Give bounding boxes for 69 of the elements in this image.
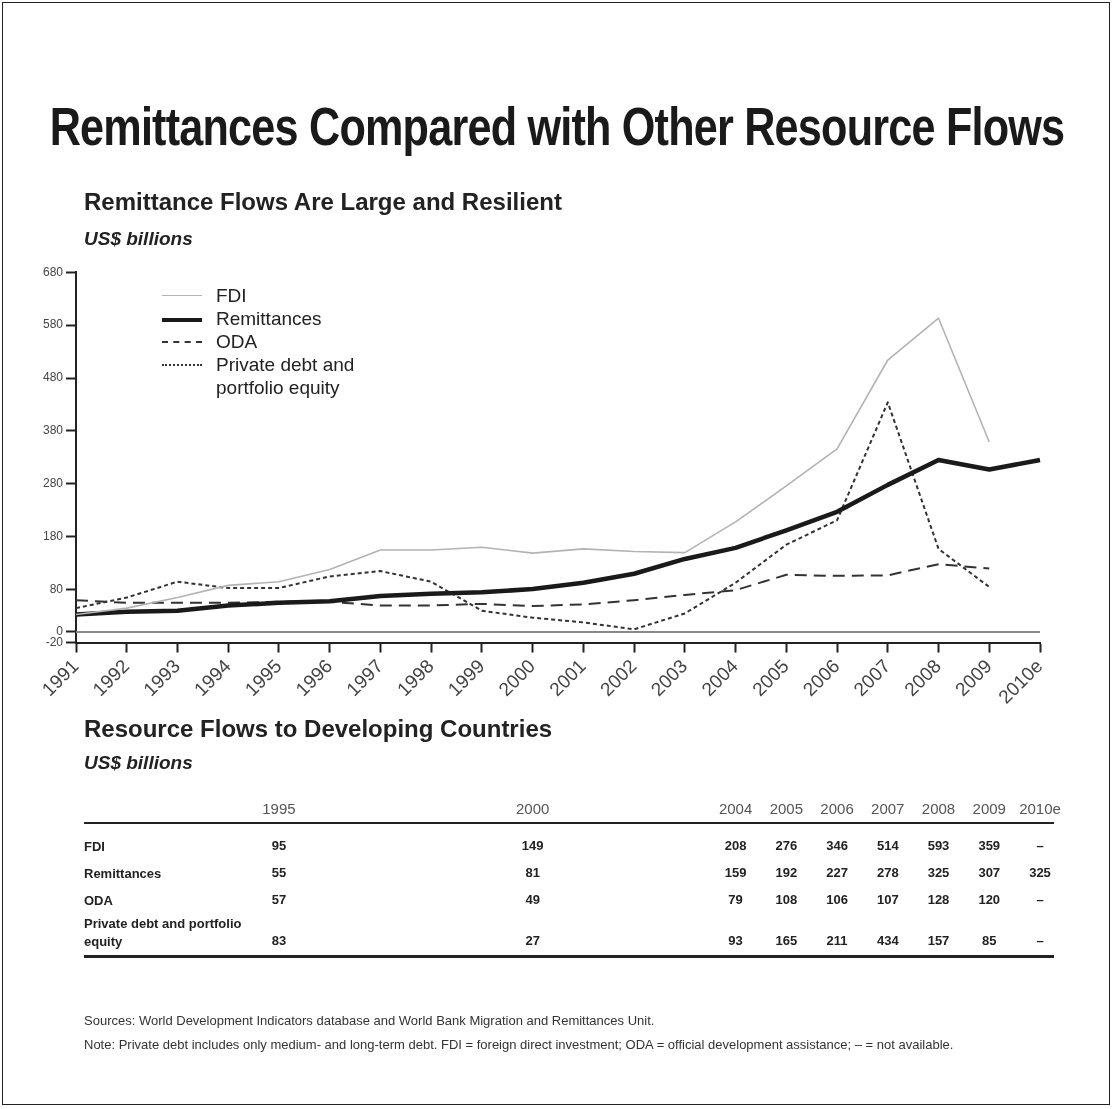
data-label: 108 bbox=[775, 892, 798, 907]
y-tick-label: 380 bbox=[42, 423, 64, 438]
text: Note: Private debt includes only medium- and long-term debt. FDI = foreign direct investment; ODA = official development assistance; – = not available. bbox=[84, 1036, 955, 1054]
data-label: 157 bbox=[927, 933, 950, 948]
category-label: 2000 bbox=[515, 800, 550, 817]
data-label: 159 bbox=[724, 865, 747, 880]
text: – bbox=[1036, 838, 1044, 853]
text: Remittances bbox=[84, 866, 162, 881]
y-tick-label: 80 bbox=[49, 581, 64, 596]
text: – bbox=[1036, 892, 1044, 907]
category-label: 1995 bbox=[262, 800, 296, 817]
data-label: 79 bbox=[728, 892, 743, 907]
category-label: 2007 bbox=[871, 800, 905, 817]
text: FDI bbox=[84, 839, 105, 854]
data-label: 120 bbox=[978, 892, 1001, 907]
line-series bbox=[75, 401, 991, 631]
data-label: 346 bbox=[826, 838, 848, 853]
source-note: Sources: World Development Indicators database and World Bank Migration and Remittances Unit. bbox=[84, 1012, 656, 1030]
category-label: 2009 bbox=[972, 800, 1006, 817]
data-label: 325 bbox=[927, 865, 950, 880]
data-label: 106 bbox=[826, 892, 848, 907]
data-label: 27 bbox=[525, 933, 540, 948]
category-label: 2010e bbox=[1019, 800, 1061, 817]
text: Resource Flows to Developing Countries bbox=[84, 715, 553, 743]
data-label: 107 bbox=[876, 892, 899, 907]
data-label: 49 bbox=[525, 892, 540, 907]
data-label: 165 bbox=[775, 933, 798, 948]
data-label: 128 bbox=[927, 892, 950, 907]
data-label: 149 bbox=[521, 838, 544, 853]
category-label: 2004 bbox=[718, 800, 753, 817]
data-label: 325 bbox=[1029, 865, 1051, 880]
data-label: 95 bbox=[271, 838, 287, 853]
chart-subtitle: Remittance Flows Are Large and Resilient bbox=[84, 188, 562, 216]
data-label: 278 bbox=[876, 865, 899, 880]
legend-label: ODA bbox=[216, 330, 258, 353]
data-label: 83 bbox=[271, 933, 287, 948]
category-label: 2006 bbox=[820, 800, 854, 817]
y-tick-label: -20 bbox=[45, 634, 64, 649]
chart-title: Remittances Compared with Other Resource Flows bbox=[49, 95, 1065, 157]
data-label: 208 bbox=[724, 838, 747, 853]
data-label: 359 bbox=[978, 838, 1001, 853]
y-tick-label: 180 bbox=[42, 529, 64, 544]
data-label: 81 bbox=[525, 865, 540, 880]
legend-label: Private debt and portfolio equity bbox=[216, 353, 356, 399]
data-label: 57 bbox=[271, 892, 287, 907]
y-tick-label: 680 bbox=[42, 264, 64, 279]
data-label: 227 bbox=[826, 865, 848, 880]
text: – bbox=[1036, 933, 1044, 948]
text: ODA bbox=[84, 893, 113, 908]
category-label: 2005 bbox=[769, 800, 803, 817]
y-tick-label: 280 bbox=[42, 476, 64, 491]
data-label: 55 bbox=[271, 865, 287, 880]
text: Private debt and portfolio equity bbox=[84, 916, 242, 949]
data-label: 85 bbox=[982, 933, 997, 948]
data-label: 93 bbox=[728, 933, 743, 948]
text: US$ billions bbox=[84, 752, 193, 774]
legend-label: FDI bbox=[216, 284, 247, 307]
y-tick-label: 580 bbox=[42, 317, 64, 332]
y-tick-label: 480 bbox=[42, 370, 64, 385]
data-label: 434 bbox=[876, 933, 899, 948]
y-axis-title: US$ billions bbox=[84, 228, 193, 250]
data-label: 276 bbox=[775, 838, 798, 853]
legend-label: Remittances bbox=[216, 307, 322, 330]
category-label: 2008 bbox=[921, 800, 956, 817]
data-label: 192 bbox=[775, 865, 798, 880]
data-label: 307 bbox=[978, 865, 1001, 880]
data-label: 514 bbox=[876, 838, 899, 853]
data-label: 211 bbox=[826, 933, 848, 948]
data-label: 593 bbox=[927, 838, 950, 853]
